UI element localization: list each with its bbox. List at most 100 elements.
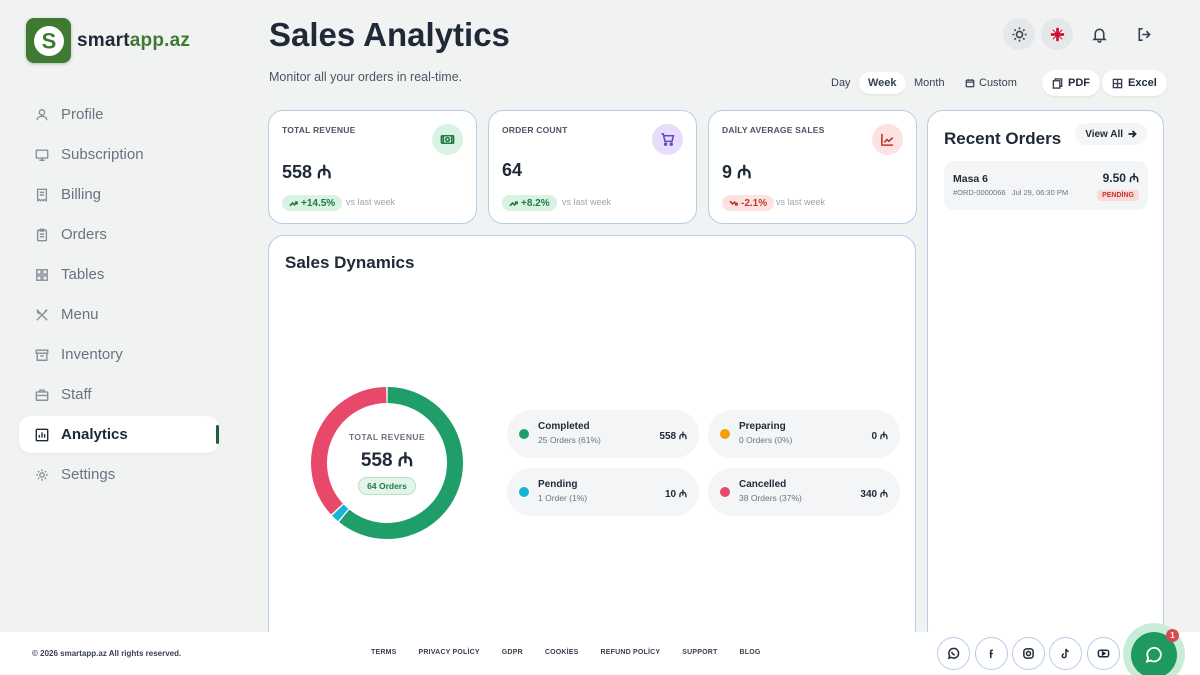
page-title: Sales Analytics <box>269 16 510 53</box>
status-orders: 1 Order (1%) <box>538 493 588 503</box>
sidebar-item-inventory[interactable]: Inventory <box>19 336 219 373</box>
donut-segment-completed[interactable] <box>339 387 463 539</box>
status-card-preparing[interactable]: Preparing 0 Orders (0%) 0 ₼ <box>708 410 900 458</box>
kpi-label: ORDER COUNT <box>502 125 568 135</box>
sidebar-item-label: Profile <box>61 106 104 123</box>
sidebar-item-label: Settings <box>61 466 116 483</box>
sidebar-item-label: Inventory <box>61 346 123 363</box>
kpi-change-value: +14.5% <box>301 197 336 209</box>
sidebar-item-label: Tables <box>61 266 105 283</box>
kpi-card-daily-average: DAİLY AVERAGE SALES 9 ₼ -2.1% vs last we… <box>708 110 917 224</box>
kpi-change-badge: +14.5% <box>282 195 343 211</box>
period-week[interactable]: Week <box>859 72 906 94</box>
page-subtitle: Monitor all your orders in real-time. <box>269 70 463 84</box>
footer-link-support[interactable]: SUPPORT <box>682 649 718 656</box>
logo-badge-icon: S <box>26 18 71 63</box>
youtube-icon <box>1097 649 1110 658</box>
notifications-button[interactable] <box>1083 18 1115 50</box>
status-card-pending[interactable]: Pending 1 Order (1%) 10 ₼ <box>507 468 699 516</box>
language-button[interactable] <box>1041 18 1073 50</box>
chat-bubble-icon <box>1145 646 1162 663</box>
user-icon <box>35 108 49 122</box>
kpi-label: DAİLY AVERAGE SALES <box>722 125 825 135</box>
sidebar-item-label: Subscription <box>61 146 144 163</box>
status-amount: 340 ₼ <box>860 489 888 500</box>
sidebar-item-settings[interactable]: Settings <box>19 456 219 493</box>
sidebar-item-orders[interactable]: Orders <box>19 216 219 253</box>
kpi-compare-text: vs last week <box>562 197 612 207</box>
svg-text:S: S <box>41 28 56 53</box>
theme-toggle-button[interactable] <box>1003 18 1035 50</box>
status-orders: 0 Orders (0%) <box>739 435 793 445</box>
kpi-compare-text: vs last week <box>776 197 826 207</box>
status-orders: 25 Orders (61%) <box>538 435 601 445</box>
sidebar-item-staff[interactable]: Staff <box>19 376 219 413</box>
footer-link-cookies[interactable]: COOKİES <box>544 649 579 656</box>
clipboard-icon <box>35 228 49 242</box>
order-amount: 9.50 ₼ <box>1102 171 1139 185</box>
facebook-icon <box>989 649 993 659</box>
kpi-card-order-count: ORDER COUNT 64 +8.2% vs last week <box>488 110 697 224</box>
view-all-label: View All <box>1085 128 1123 140</box>
file-icon <box>1052 77 1063 89</box>
sidebar-item-menu[interactable]: Menu <box>19 296 219 333</box>
sidebar-item-analytics[interactable]: Analytics <box>19 416 219 453</box>
footer: © 2026 smartapp.az All rights reserved. … <box>0 632 1200 675</box>
cart-icon <box>652 124 683 155</box>
status-dot <box>519 487 529 497</box>
youtube-button[interactable] <box>1087 637 1120 670</box>
footer-link-refund[interactable]: REFUND POLİCY <box>600 649 661 656</box>
monitor-icon <box>35 148 49 162</box>
trend-down-icon <box>729 200 738 206</box>
tiktok-icon <box>1061 648 1069 659</box>
facebook-button[interactable] <box>975 637 1008 670</box>
order-meta: #ORD-0000066 Jul 29, 06:30 PM <box>953 188 1068 197</box>
footer-link-gdpr[interactable]: GDPR <box>501 649 523 656</box>
logout-icon <box>1138 27 1151 41</box>
logout-button[interactable] <box>1128 18 1160 50</box>
period-month[interactable]: Month <box>914 77 945 89</box>
status-dot <box>720 429 730 439</box>
export-pdf-label: PDF <box>1068 77 1090 89</box>
export-pdf-button[interactable]: PDF <box>1042 70 1100 96</box>
period-day[interactable]: Day <box>831 77 851 89</box>
footer-link-terms[interactable]: TERMS <box>371 649 397 656</box>
export-excel-label: Excel <box>1128 77 1157 89</box>
sun-icon <box>1011 26 1027 42</box>
recent-orders-title: Recent Orders <box>944 129 1062 148</box>
kpi-value: 64 <box>502 160 523 180</box>
sidebar-item-subscription[interactable]: Subscription <box>19 136 219 173</box>
period-custom[interactable]: Custom <box>956 72 1026 94</box>
kpi-value: 558 ₼ <box>282 162 332 182</box>
status-card-completed[interactable]: Completed 25 Orders (61%) 558 ₼ <box>507 410 699 458</box>
footer-link-privacy[interactable]: PRIVACY POLİCY <box>418 649 480 656</box>
donut-center-label: TOTAL REVENUE <box>348 431 426 442</box>
kpi-change-badge: +8.2% <box>502 195 557 211</box>
tiktok-button[interactable] <box>1049 637 1082 670</box>
status-name: Preparing <box>739 421 786 432</box>
donut-segment-pending[interactable] <box>332 504 349 522</box>
archive-icon <box>35 348 49 362</box>
kpi-card-total-revenue: TOTAL REVENUE 558 ₼ +14.5% vs last week <box>268 110 477 224</box>
sidebar-item-billing[interactable]: Billing <box>19 176 219 213</box>
instagram-button[interactable] <box>1012 637 1045 670</box>
kpi-change-value: -2.1% <box>741 197 768 209</box>
status-amount: 558 ₼ <box>659 431 687 442</box>
sidebar-item-profile[interactable]: Profile <box>19 96 219 133</box>
view-all-button[interactable]: View All <box>1075 123 1147 145</box>
brand-logo[interactable]: S smartapp.az <box>26 18 190 63</box>
chart-icon <box>35 428 49 442</box>
donut-orders-badge: 64 Orders <box>358 476 416 495</box>
whatsapp-button[interactable] <box>937 637 970 670</box>
status-card-cancelled[interactable]: Cancelled 38 Orders (37%) 340 ₼ <box>708 468 900 516</box>
export-excel-button[interactable]: Excel <box>1102 70 1167 96</box>
sales-dynamics-title: Sales Dynamics <box>285 253 415 272</box>
status-orders: 38 Orders (37%) <box>739 493 802 503</box>
sidebar-item-tables[interactable]: Tables <box>19 256 219 293</box>
footer-link-blog[interactable]: BLOG <box>739 649 761 656</box>
whatsapp-icon <box>947 647 960 660</box>
order-time: Jul 29, 06:30 PM <box>1011 188 1069 197</box>
donut-segment-cancelled[interactable] <box>311 387 387 515</box>
order-item[interactable]: Masa 6 #ORD-0000066 Jul 29, 06:30 PM 9.5… <box>944 161 1148 210</box>
copyright-text: © 2026 smartapp.az All rights reserved. <box>32 649 182 658</box>
